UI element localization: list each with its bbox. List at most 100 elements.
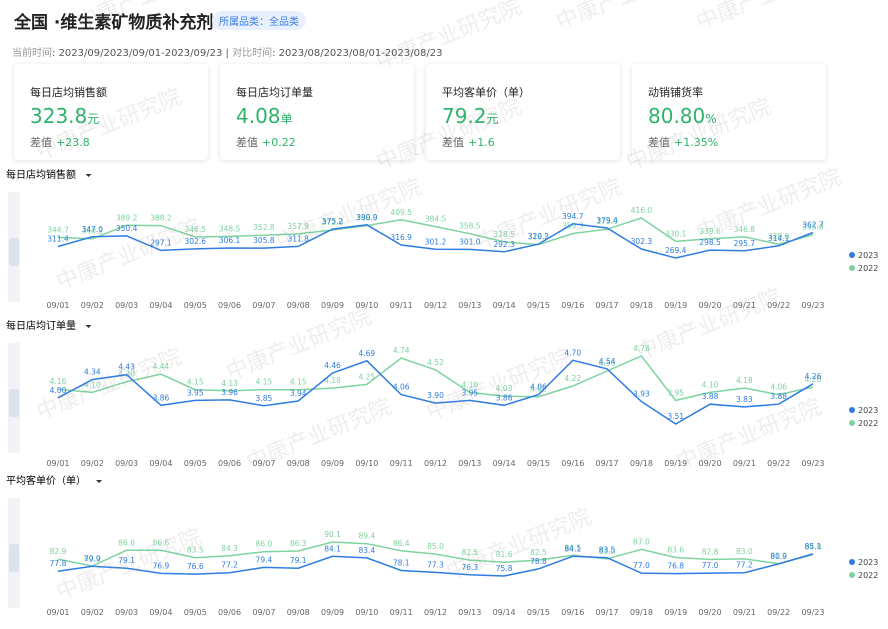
kpi-label: 每日店均销售额 [30,86,107,99]
data-label: 409.5 [390,208,412,217]
data-label: 83.0 [599,547,616,556]
data-label: 4.25 [359,372,376,381]
data-label: 4.06 [530,383,547,392]
data-label: 86.3 [290,539,307,548]
data-label: 84.1 [564,544,581,553]
chart-title: 平均客单价（单） [6,474,86,487]
data-label: 4.52 [427,358,444,367]
data-label: 89.4 [359,532,376,541]
series-line [57,541,814,567]
kpi-value: 79.2元 [442,104,499,128]
watermark: 中康产业研究院 [373,95,525,176]
chart-title: 每日店均订单量 [6,319,76,332]
data-label: 75.8 [496,564,513,573]
x-tick-label: 09/11 [390,608,413,617]
x-tick-label: 09/01 [46,301,69,310]
x-tick-label: 09/02 [81,459,104,468]
legend-label: 2023 [858,558,878,567]
data-label: 76.9 [153,561,170,570]
date-info: 当前时间: 2023/09/2023/09/01-2023/09/23 | 对比… [12,48,443,59]
legend-dot [849,559,855,565]
data-label: 79.1 [118,556,135,565]
x-tick-label: 09/08 [287,459,310,468]
diff-value: +1.35% [674,136,719,149]
dropdown-icon [85,325,92,328]
legend-dot [849,407,855,413]
data-label: 83.5 [187,546,204,555]
data-label: 352.8 [253,223,275,232]
watermark: 中康产业研究院 [33,85,185,166]
kpi-label: 动销铺货率 [648,86,703,99]
kpi-card: 平均客单价（单） 79.2元 差值 +1.6 [426,64,620,160]
x-tick-label: 09/04 [149,608,172,617]
x-tick-label: 09/18 [630,459,653,468]
x-tick-label: 09/10 [355,608,378,617]
x-tick-label: 09/21 [733,301,756,310]
data-label: 83.5 [599,546,616,555]
data-label: 4.06 [393,383,410,392]
data-label: 316.9 [390,233,412,242]
data-label: 394.7 [562,212,584,221]
data-label: 355.0 [802,223,824,232]
data-label: 86.0 [256,540,273,549]
legend-dot [849,420,855,426]
legend-label: 2023 [858,251,878,260]
x-tick-label: 09/11 [390,301,413,310]
diff-value: +0.22 [262,136,296,149]
data-label: 80.9 [770,552,787,561]
data-label: 302.3 [631,237,653,246]
kpi-value: 4.08单 [236,104,293,128]
x-tick-label: 09/06 [218,608,241,617]
data-label: 388.0 [356,214,378,223]
x-tick-label: 09/11 [390,459,413,468]
data-label: 86.4 [393,539,410,548]
x-tick-label: 09/21 [733,459,756,468]
x-tick-label: 09/20 [699,608,722,617]
compare-range: 2023/08/2023/08/01-2023/08/23 [278,48,443,59]
data-label: 82.8 [702,547,719,556]
data-label: 76.8 [667,562,684,571]
data-label: 85.1 [805,542,822,551]
x-tick-label: 09/17 [596,301,619,310]
data-label: 3.86 [496,393,513,402]
x-tick-label: 09/10 [355,301,378,310]
data-label: 269.4 [665,246,687,255]
legend-label: 2022 [858,264,878,273]
data-label: 390.9 [356,213,378,222]
data-label: 320.2 [528,232,550,241]
data-label: 4.70 [564,348,581,357]
data-label: 348.5 [219,224,241,233]
data-label: 4.20 [805,375,822,384]
page-title: 全国 ·维生素矿物质补充剂 [14,13,214,33]
data-label: 311.8 [287,234,309,243]
watermark: 中康产业研究院 [373,0,525,76]
data-label: 298.5 [699,238,721,247]
data-label: 4.15 [187,378,204,387]
x-tick-label: 09/19 [664,459,687,468]
kpi-unit: 元 [486,112,499,126]
data-label: 389.2 [116,213,138,222]
data-label: 301.2 [425,237,447,246]
category-badge[interactable]: 所属品类：全品类 [212,11,306,30]
data-label: 4.46 [324,361,341,370]
x-tick-label: 09/13 [458,459,481,468]
dropdown-icon [96,480,102,483]
data-label: 388.2 [150,214,172,223]
x-tick-label: 09/12 [424,608,447,617]
data-label: 4.43 [118,363,135,372]
x-tick-label: 09/03 [115,459,138,468]
data-label: 86.6 [118,538,135,547]
x-tick-label: 09/20 [699,459,722,468]
x-tick-label: 09/03 [115,608,138,617]
data-label: 4.02 [530,385,547,394]
data-label: 375.2 [322,217,344,226]
data-label: 4.22 [564,374,581,383]
x-tick-label: 09/18 [630,608,653,617]
data-label: 3.95 [667,388,684,397]
x-tick-label: 09/08 [287,301,310,310]
x-tick-label: 09/12 [424,301,447,310]
kpi-unit: % [705,112,717,126]
data-label: 379.4 [596,216,618,225]
data-label: 311.4 [47,235,69,244]
data-label: 3.85 [256,394,273,403]
